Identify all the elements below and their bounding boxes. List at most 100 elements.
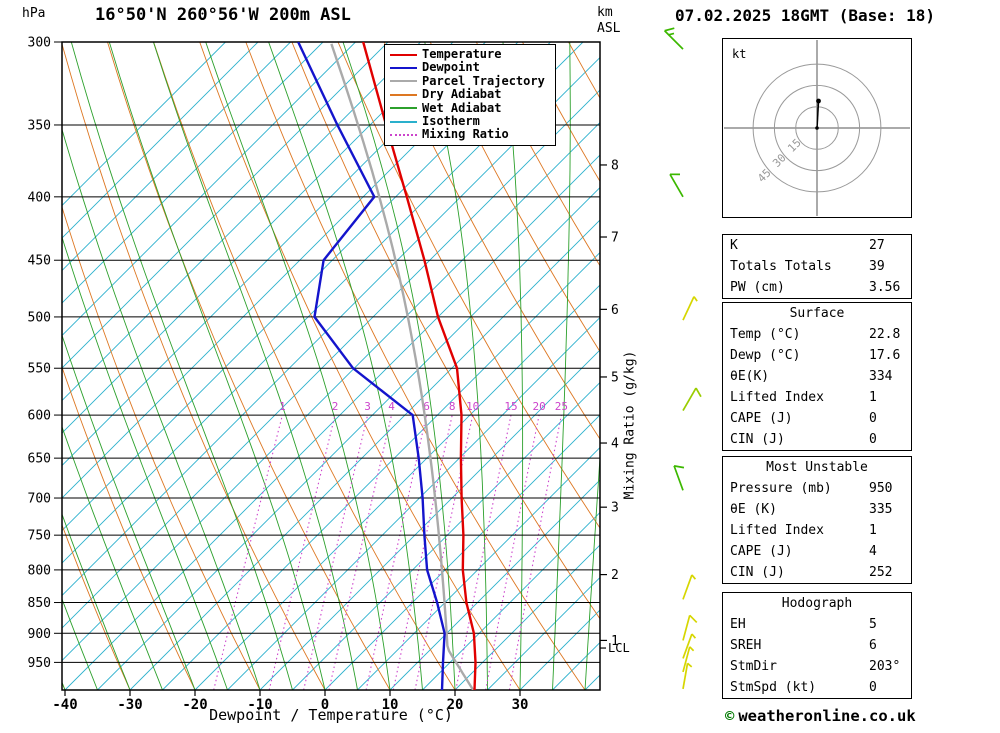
row-value: 1 — [869, 390, 877, 405]
svg-text:15: 15 — [504, 400, 517, 413]
isotherm-lines — [62, 42, 600, 690]
svg-text:1: 1 — [611, 634, 619, 649]
temp-axis: -40 -30 -20 -10 0 10 20 30 — [52, 690, 528, 713]
svg-text:20: 20 — [447, 697, 464, 713]
wet-adiabat-lines — [62, 42, 600, 690]
table-row: θE(K) 334 — [723, 366, 911, 387]
legend-label: Temperature — [422, 47, 502, 61]
row-label: Lifted Index — [730, 390, 824, 405]
hodograph-unit-label: kt — [732, 47, 746, 61]
svg-text:10: 10 — [466, 400, 479, 413]
row-value: 3.56 — [869, 280, 901, 295]
row-value: 0 — [869, 680, 877, 695]
row-label: StmSpd (kt) — [730, 680, 817, 695]
table-row: EH 5 — [723, 614, 911, 635]
table-row: Totals Totals 39 — [723, 256, 911, 277]
svg-text:900: 900 — [28, 627, 51, 642]
row-value: 1 — [869, 523, 877, 538]
svg-text:0: 0 — [321, 697, 329, 713]
table-row: K 27 — [723, 235, 911, 256]
mixing-ratio-line-swatch — [390, 133, 417, 136]
svg-text:-10: -10 — [247, 697, 272, 713]
table-row: Temp (°C) 22.8 — [723, 324, 911, 345]
row-value: 22.8 — [869, 327, 901, 342]
svg-text:650: 650 — [28, 452, 51, 467]
table-row: Lifted Index 1 — [723, 387, 911, 408]
table-title: Most Unstable — [766, 460, 868, 475]
row-label: CIN (J) — [730, 432, 785, 447]
row-value: 335 — [869, 502, 893, 517]
table-row: StmSpd (kt) 0 — [723, 677, 911, 698]
indices-table: K 27 Totals Totals 39 PW (cm) 3.56 — [722, 234, 912, 299]
svg-text:850: 850 — [28, 596, 51, 611]
svg-text:600: 600 — [28, 409, 51, 424]
legend-item-dewpoint: Dewpoint — [390, 61, 550, 74]
station-title: 16°50'N 260°56'W 200m ASL — [95, 5, 351, 25]
legend-item-isotherm: Isotherm — [390, 114, 550, 129]
svg-text:2: 2 — [611, 568, 619, 583]
surface-table: Surface Temp (°C) 22.8 Dewp (°C) 17.6 θE(K… — [722, 302, 912, 451]
svg-text:-40: -40 — [52, 697, 77, 713]
legend-label: Wet Adiabat — [422, 100, 502, 115]
row-value: 252 — [869, 565, 893, 580]
isotherm-line-swatch — [390, 120, 417, 123]
row-value: 6 — [869, 638, 877, 653]
row-label: StmDir — [730, 659, 777, 674]
legend-item-dry-adiabat: Dry Adiabat — [390, 88, 550, 101]
mixing-ratio-axis-label: Mixing Ratio (g/kg) — [622, 350, 638, 500]
table-row: θE (K) 335 — [723, 499, 911, 520]
table-row: PW (cm) 3.56 — [723, 277, 911, 298]
legend-label: Isotherm — [422, 114, 480, 129]
most-unstable-table: Most Unstable Pressure (mb) 950 θE (K) 335… — [722, 456, 912, 584]
row-value: 39 — [869, 259, 885, 274]
svg-text:6: 6 — [611, 303, 619, 318]
dewpoint-line-swatch — [390, 66, 417, 69]
table-row: CAPE (J) 0 — [723, 408, 911, 429]
svg-text:5: 5 — [611, 370, 619, 385]
table-row: StmDir 203° — [723, 656, 911, 677]
row-label: PW (cm) — [730, 280, 785, 295]
row-value: 27 — [869, 238, 885, 253]
row-value: 17.6 — [869, 348, 901, 363]
skewt-chart: 1 2 3 4 6 8 10 15 20 2530035040045050055060065070… — [28, 5, 702, 713]
legend-item-mixing-ratio: Mixing Ratio — [390, 128, 550, 141]
table-row: Pressure (mb) 950 — [723, 478, 911, 499]
svg-text:3: 3 — [611, 501, 619, 516]
table-title: Hodograph — [781, 596, 853, 611]
parcel-line-swatch — [390, 80, 417, 83]
parcel-trajectory-line — [330, 43, 475, 690]
svg-text:-30: -30 — [117, 697, 142, 713]
table-row: CIN (J) 0 — [723, 429, 911, 450]
legend-label: Dry Adiabat — [422, 87, 502, 102]
table-row: SREH 6 — [723, 635, 911, 656]
legend-item-parcel: Parcel Trajectory — [390, 74, 550, 88]
hodograph-table: Hodograph EH 5 SREH 6 StmDir 203° StmSpd (k… — [722, 592, 912, 699]
svg-text:20: 20 — [532, 400, 545, 413]
row-label: Lifted Index — [730, 523, 824, 538]
row-label: EH — [730, 617, 746, 632]
row-label: CAPE (J) — [730, 411, 793, 426]
table-row: Dewp (°C) 17.6 — [723, 345, 911, 366]
chart-legend: Temperature Dewpoint Parcel Trajectory D… — [384, 44, 556, 146]
svg-text:km: km — [597, 5, 613, 20]
svg-text:400: 400 — [28, 190, 51, 205]
datetime-label: 07.02.2025 18GMT (Base: 18) — [674, 6, 936, 25]
row-value: 4 — [869, 544, 877, 559]
plot-border — [61, 41, 601, 691]
pressure-unit-label: hPa — [22, 6, 46, 21]
svg-text:8: 8 — [449, 400, 456, 413]
x-axis-label: Dewpoint / Temperature (°C) — [209, 706, 453, 724]
row-label: θE (K) — [730, 502, 777, 517]
dry-adiabat-line-swatch — [390, 93, 417, 96]
svg-text:350: 350 — [28, 118, 51, 133]
row-label: CAPE (J) — [730, 544, 793, 559]
copyright-symbol: © — [725, 707, 735, 725]
temperature-line — [362, 42, 477, 690]
svg-text:25: 25 — [555, 400, 568, 413]
svg-text:700: 700 — [28, 492, 51, 507]
svg-text:1: 1 — [279, 400, 286, 413]
svg-text:800: 800 — [28, 563, 51, 578]
row-label: K — [730, 238, 738, 253]
